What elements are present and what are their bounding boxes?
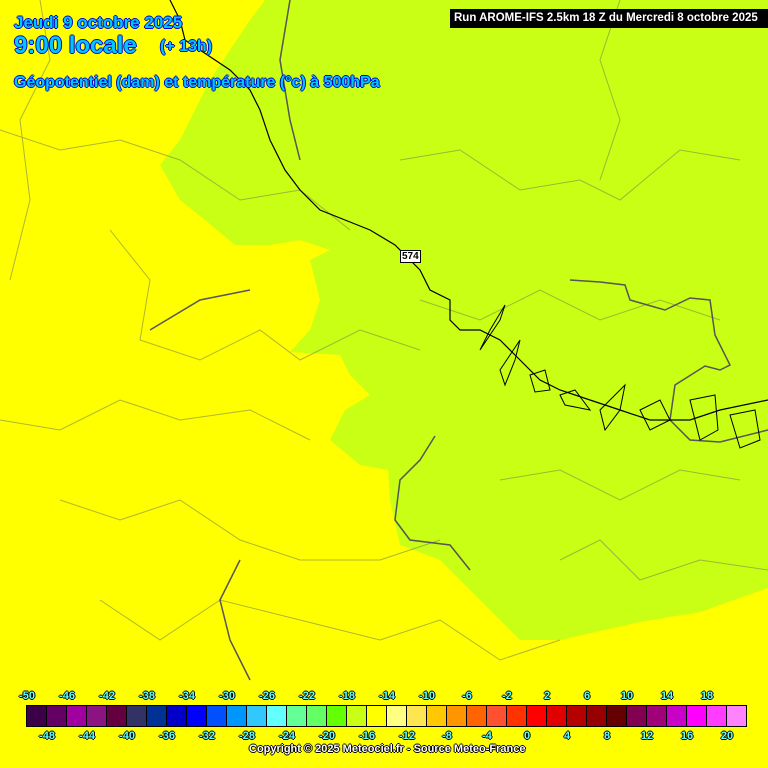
legend-swatch: [367, 706, 387, 726]
legend-swatch: [227, 706, 247, 726]
legend-label-bottom: 4: [563, 730, 571, 742]
legend-swatch: [187, 706, 207, 726]
legend-label-top: -2: [502, 690, 512, 702]
legend-label-top: -6: [462, 690, 472, 702]
legend-label-top: 2: [543, 690, 551, 702]
legend-swatch: [87, 706, 107, 726]
legend-label-bottom: -16: [359, 730, 375, 742]
legend-swatch: [347, 706, 367, 726]
legend-swatch: [107, 706, 127, 726]
legend-label-top: -50: [19, 690, 35, 702]
legend-label-bottom: 12: [640, 730, 654, 742]
legend-label-top: 14: [660, 690, 674, 702]
legend-swatch: [447, 706, 467, 726]
legend-label-top: -42: [99, 690, 115, 702]
legend-label-bottom: 0: [523, 730, 531, 742]
legend-label-top: -46: [59, 690, 75, 702]
legend-label-bottom: -4: [482, 730, 492, 742]
legend-swatch: [427, 706, 447, 726]
legend-label-bottom: 20: [720, 730, 734, 742]
legend-label-bottom: -8: [442, 730, 452, 742]
legend-label-top: 6: [583, 690, 591, 702]
legend-swatch: [407, 706, 427, 726]
country-borders: [149, 0, 768, 681]
legend-swatch: [47, 706, 67, 726]
legend-label-top: -10: [419, 690, 435, 702]
legend-label-bottom: -36: [159, 730, 175, 742]
legend-swatch: [667, 706, 687, 726]
legend-label-bottom: -20: [319, 730, 335, 742]
geopotential-contour-574: [169, 0, 768, 421]
copyright: Copyright © 2025 Meteociel.fr - Source M…: [249, 743, 526, 755]
legend-swatch: [467, 706, 487, 726]
legend-swatch: [547, 706, 567, 726]
legend-label-bottom: -32: [199, 730, 215, 742]
legend-swatch: [327, 706, 347, 726]
legend-label-top: -26: [259, 690, 275, 702]
legend-swatch: [567, 706, 587, 726]
legend-label-top: -14: [379, 690, 395, 702]
legend-label-bottom: -24: [279, 730, 295, 742]
parameter-title: Géopotentiel (dam) et température (°c) à…: [14, 74, 380, 91]
legend-swatch: [687, 706, 707, 726]
legend-swatch: [247, 706, 267, 726]
legend-label-top: -38: [139, 690, 155, 702]
legend-swatch: [727, 706, 746, 726]
legend-label-bottom: -44: [79, 730, 95, 742]
legend-swatch: [507, 706, 527, 726]
legend-swatch: [527, 706, 547, 726]
legend-swatch: [387, 706, 407, 726]
legend-swatch: [487, 706, 507, 726]
legend-swatch: [607, 706, 627, 726]
forecast-date: Jeudi 9 octobre 2025: [14, 13, 183, 32]
legend-label-top: -22: [299, 690, 315, 702]
forecast-hour: 9:00 locale: [14, 32, 137, 59]
legend-label-top: 10: [620, 690, 634, 702]
legend-swatch: [147, 706, 167, 726]
legend-swatch: [587, 706, 607, 726]
legend-label-bottom: -40: [119, 730, 135, 742]
legend-label-top: -30: [219, 690, 235, 702]
legend-label-bottom: -48: [39, 730, 55, 742]
legend-swatch: [207, 706, 227, 726]
legend-label-bottom: -28: [239, 730, 255, 742]
legend-swatch: [67, 706, 87, 726]
legend-swatch: [27, 706, 47, 726]
color-bar: [26, 705, 747, 727]
legend-label-bottom: -12: [399, 730, 415, 742]
run-info: Run AROME-IFS 2.5km 18 Z du Mercredi 8 o…: [450, 9, 768, 28]
legend-label-top: -34: [179, 690, 195, 702]
contour-label: 574: [400, 250, 421, 263]
legend-swatch: [707, 706, 727, 726]
legend-swatch: [287, 706, 307, 726]
legend-swatch: [267, 706, 287, 726]
colder-zone-green: [160, 0, 768, 640]
legend-swatch: [627, 706, 647, 726]
legend-swatch: [647, 706, 667, 726]
legend-label-bottom: 8: [603, 730, 611, 742]
legend-swatch: [167, 706, 187, 726]
legend-label-bottom: 16: [680, 730, 694, 742]
contour-islands: [479, 304, 761, 449]
legend-swatch: [307, 706, 327, 726]
lead-time: (+ 13h): [160, 38, 213, 55]
legend-swatch: [127, 706, 147, 726]
legend-label-top: 18: [700, 690, 714, 702]
legend-label-top: -18: [339, 690, 355, 702]
